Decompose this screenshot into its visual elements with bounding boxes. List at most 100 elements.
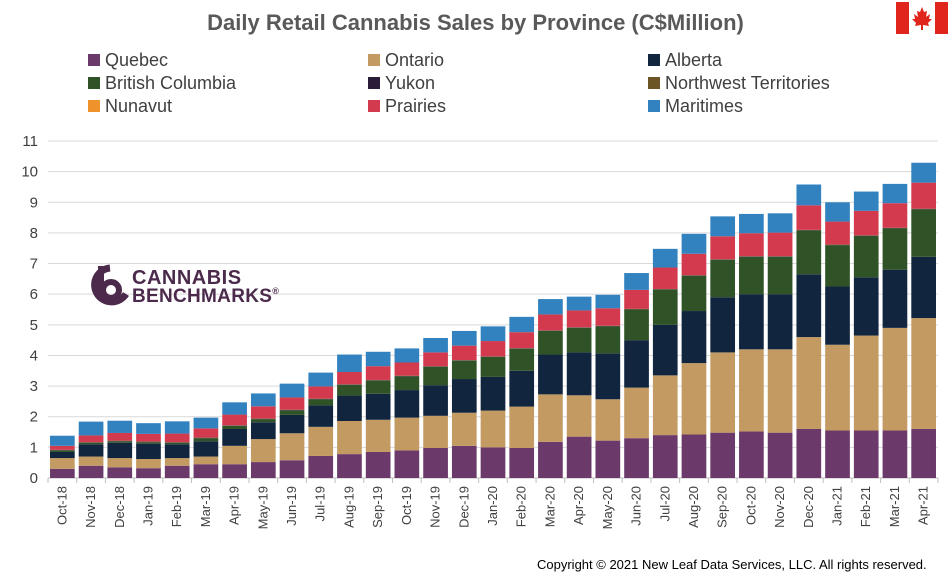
legend-swatch [368,100,380,112]
bar-segment [107,420,133,433]
bar-segment [767,349,793,433]
legend-swatch [88,77,100,89]
legend-swatch [368,77,380,89]
bar-segment [509,316,535,333]
bar-segment [250,422,276,440]
bar-segment [279,383,305,398]
bar-segment [739,294,764,350]
bar-segment [652,267,678,289]
bar-segment [193,417,219,429]
legend-swatch [648,100,660,112]
bar-segment [423,366,448,386]
bar-segment [624,289,649,309]
bar-segment [509,406,535,448]
bar-segment [451,345,477,361]
x-tick-label: Jun-19 [284,486,299,526]
bar-segment [136,442,161,444]
bar-segment [652,435,678,478]
bar-segment [509,348,535,371]
bar-segment [681,363,707,435]
legend-label: Northwest Territories [665,72,830,93]
bar-segment [480,356,506,377]
bar-segment [107,458,133,468]
y-tick-label: 7 [30,256,38,273]
bar-segment [193,438,219,442]
x-tick-label: Feb-20 [514,486,529,527]
bar-segment [250,462,276,478]
y-tick-label: 5 [30,317,38,334]
bar-segment [394,376,420,391]
bar-segment [50,468,75,478]
bar-segment [222,402,247,415]
bar-segment [480,341,506,357]
bar-segment [853,235,879,278]
y-tick-label: 8 [30,225,38,242]
bar-segment [681,253,707,276]
bar-segment [394,417,420,451]
logo-text-line1: CANNABIS [132,267,242,289]
legend-label: British Columbia [105,72,237,93]
bar-segment [423,447,448,478]
bar-segment [739,256,764,295]
x-tick-label: Mar-19 [198,486,213,527]
bar-segment [739,431,764,478]
legend-item: Yukon [368,72,435,94]
bar-segment [423,415,448,448]
bar-segment [423,385,448,416]
bar-segment [279,414,305,434]
bar-segment [767,232,793,257]
bar-segment [308,399,334,406]
bar-segment [451,412,477,446]
bar-segment [825,430,850,478]
bar-segment [882,203,908,228]
bar-segment [595,440,621,478]
bar-segment [710,236,736,260]
bar-segment [250,393,276,407]
bar-segment [78,442,104,445]
bar-segment [566,310,592,328]
bar-segment [624,309,649,341]
bar-segment [337,354,362,372]
bar-segment [164,442,190,445]
bar-segment [136,423,161,434]
bar-segment [652,324,678,376]
bar-segment [853,335,879,431]
bar-segment [193,441,219,457]
bar-segment [825,245,850,287]
legend-item: Ontario [368,49,444,71]
x-tick-label: Mar-21 [887,486,902,527]
x-tick-label: Aug-20 [686,486,701,528]
bar-segment [767,256,793,295]
bar-segment [882,183,908,204]
bar-segment [136,459,161,469]
bar-segment [566,327,592,353]
bar-segment [50,458,75,469]
x-tick-label: Feb-19 [169,486,184,527]
bar-segment [767,294,793,350]
bar-segment [451,379,477,413]
x-tick-label: Nov-18 [83,486,98,528]
copyright-notice: Copyright © 2021 New Leaf Data Services,… [537,557,927,572]
bar-segment [796,274,822,338]
bar-segment [107,442,133,459]
bar-segment [710,216,736,237]
bar-segment [595,326,621,354]
bar-segment [250,419,276,423]
bar-segment [480,376,506,411]
bar-segment [50,445,75,450]
bar-segment [78,465,104,478]
bar-segment [538,394,563,442]
logo-registered-mark: ® [272,286,280,296]
x-tick-label: Oct-19 [399,486,414,525]
bar-segment [222,425,247,429]
bar-segment [882,430,908,478]
legend-label: Nunavut [105,95,173,116]
bar-segment [710,259,736,298]
bar-segment [739,233,764,257]
bar-segment [423,352,448,367]
bar-segment [423,337,448,353]
legend-label: Maritimes [665,95,744,116]
bar-segment [451,445,477,478]
bar-segment [624,273,649,290]
